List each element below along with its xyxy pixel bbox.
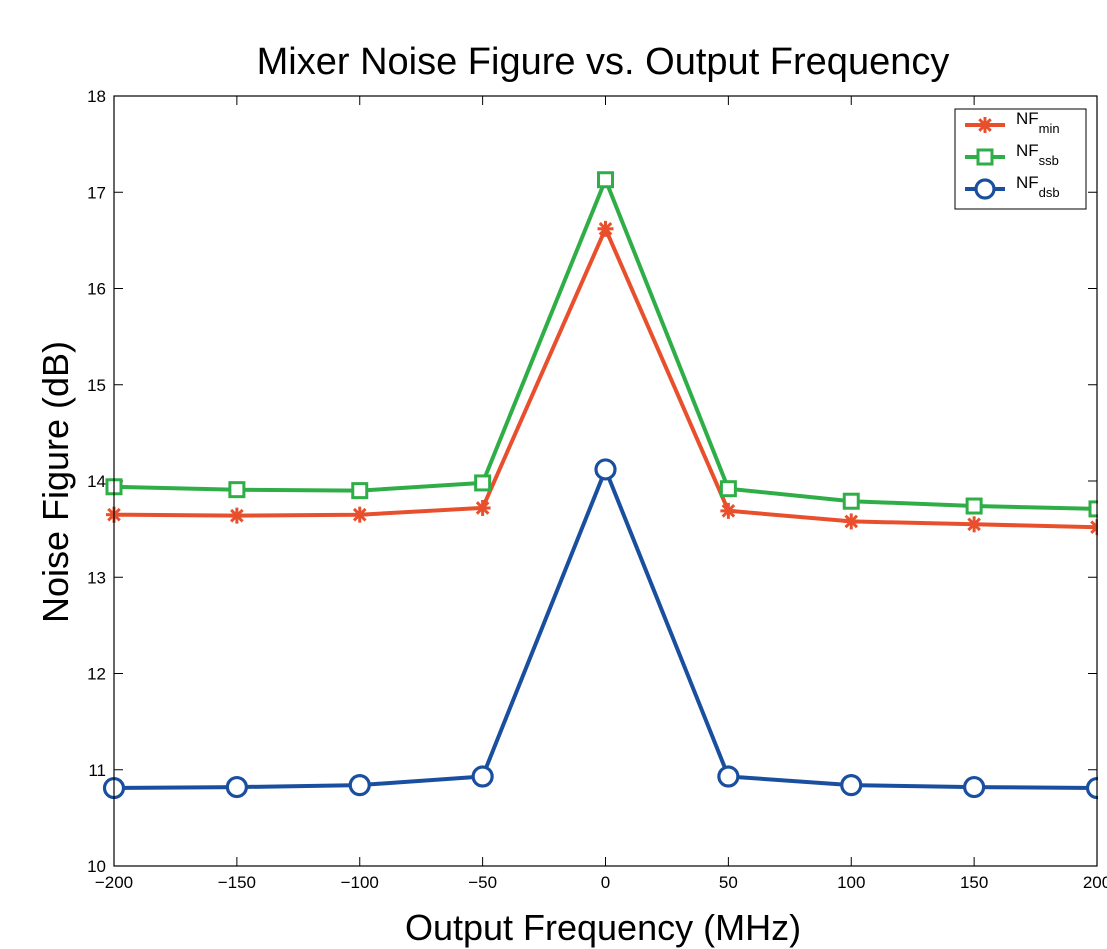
data-point-asterisk: [597, 220, 614, 237]
y-tick-label: 12: [87, 665, 106, 684]
x-tick-label: −50: [468, 873, 497, 892]
y-tick-label: 17: [87, 183, 106, 202]
plot-frame: [113, 95, 1098, 867]
data-point-asterisk: [228, 507, 245, 524]
series-dsb: [102, 458, 1098, 800]
y-tick-label: 16: [87, 280, 106, 299]
data-point-circle: [594, 458, 617, 481]
y-tick-label: 14: [87, 472, 106, 491]
data-point-square: [228, 481, 246, 499]
x-axis-title: Output Frequency (MHz): [405, 907, 801, 948]
data-point-square: [597, 171, 614, 189]
data-point-square: [351, 482, 369, 500]
x-tick-label: −200: [95, 873, 133, 892]
legend-label-main: NF: [1016, 141, 1039, 160]
series-ssb: [105, 171, 1098, 518]
data-point-circle: [225, 775, 248, 799]
x-tick-label: −100: [341, 873, 379, 892]
data-point-square: [976, 148, 994, 166]
y-tick-label: 15: [87, 376, 106, 395]
series-min: [106, 220, 1098, 536]
data-point-circle: [974, 178, 996, 200]
legend-label-subscript: min: [1039, 121, 1060, 136]
legend-item-dsb: NFdsb: [965, 173, 1060, 200]
legend-label: NFdsb: [1016, 173, 1060, 200]
legend-item-min: NFmin: [965, 109, 1060, 136]
data-point-circle: [348, 774, 371, 797]
legend-label-subscript: dsb: [1039, 185, 1060, 200]
y-axis-title: Noise Figure (dB): [35, 341, 76, 623]
data-point-square: [719, 480, 737, 498]
legend-label-main: NF: [1016, 109, 1039, 128]
data-point-square: [965, 497, 983, 515]
data-point-square: [474, 474, 492, 492]
x-tick-label: 100: [837, 873, 865, 892]
x-tick-label: 150: [960, 873, 988, 892]
legend-label: NFssb: [1016, 141, 1059, 168]
data-point-square: [842, 492, 860, 510]
legend-label: NFmin: [1016, 109, 1060, 136]
x-tick-label: 0: [601, 873, 610, 892]
x-tick-label: −150: [218, 873, 256, 892]
y-tick-label: 13: [87, 568, 106, 587]
data-point-circle: [840, 774, 863, 797]
legend-label-main: NF: [1016, 173, 1039, 192]
data-point-asterisk: [966, 516, 983, 533]
data-point-circle: [717, 765, 740, 788]
legend-label-subscript: ssb: [1039, 153, 1059, 168]
data-point-circle: [963, 775, 986, 799]
data-point-circle: [471, 765, 494, 788]
x-tick-label: 200: [1083, 873, 1107, 892]
legend-item-ssb: NFssb: [965, 141, 1059, 168]
y-tick-label: 11: [88, 761, 106, 780]
data-point-asterisk: [843, 513, 860, 530]
plot-area: [114, 96, 1097, 866]
chart-title: Mixer Noise Figure vs. Output Frequency: [257, 41, 950, 83]
data-point-asterisk: [351, 506, 368, 523]
x-tick-label: 50: [719, 873, 738, 892]
data-point-asterisk: [977, 117, 993, 133]
y-tick-label: 10: [87, 857, 106, 876]
y-tick-label: 18: [87, 87, 106, 106]
data-point-asterisk: [720, 502, 737, 519]
data-point-asterisk: [474, 499, 491, 516]
